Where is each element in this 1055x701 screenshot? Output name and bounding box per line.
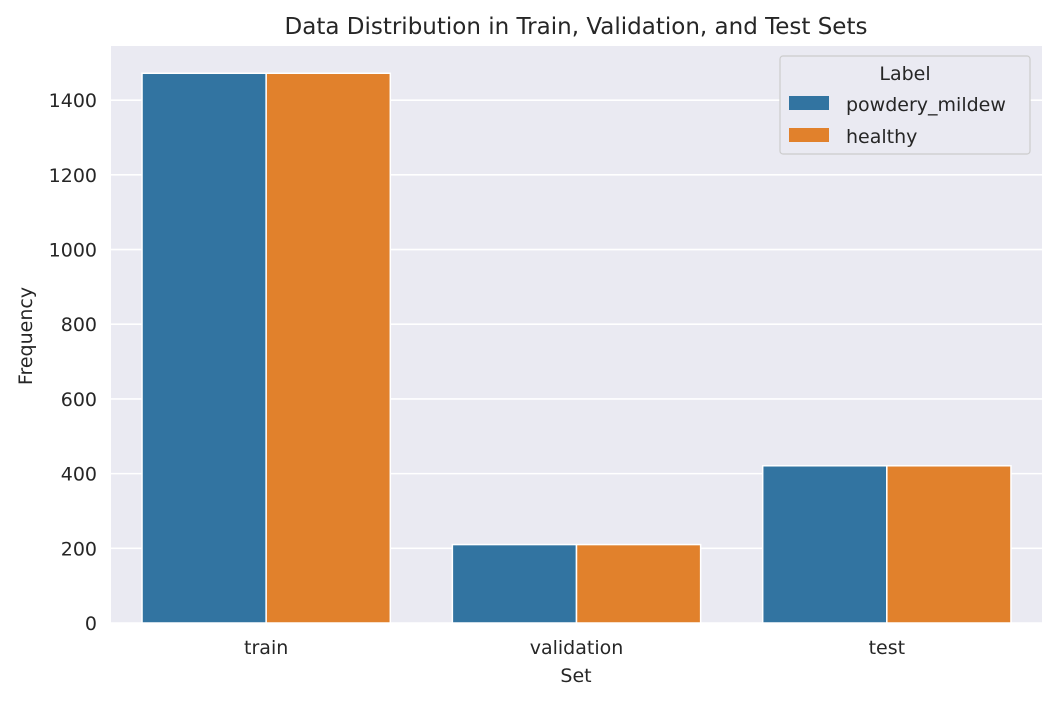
legend-swatch-powdery-mildew [789,96,829,110]
y-tick-label: 1200 [49,165,97,187]
x-tick-label: test [869,637,906,659]
y-tick-labels: 0 200 400 600 800 1000 1200 1400 [49,90,97,635]
y-tick-label: 1400 [49,90,97,112]
y-tick-label: 800 [61,314,97,336]
legend-title: Label [879,63,930,85]
bar-powdery-mildew-train [141,72,267,624]
bar-powdery-mildew-validation [451,543,578,624]
legend-box [779,55,1031,155]
x-tick-label: validation [530,637,624,659]
y-tick-label: 400 [61,464,97,486]
legend-label-powdery-mildew: powdery_mildew [846,94,1006,116]
y-tick-label: 600 [61,389,97,411]
bar-healthy-validation [575,543,702,624]
legend: Label powdery_mildew healthy [779,55,1031,155]
y-axis-label: Frequency [15,287,37,385]
x-axis-label: Set [560,665,591,687]
y-tick-label: 0 [85,613,97,635]
bars [141,72,1012,624]
legend-swatch-healthy [789,128,829,142]
chart-title: Data Distribution in Train, Validation, … [285,14,868,40]
bar-powdery-mildew-test [761,465,888,624]
legend-label-healthy: healthy [846,126,917,148]
x-tick-label: train [244,637,288,659]
bar-healthy-train [265,72,392,624]
x-tick-labels: train validation test [244,637,905,659]
bar-healthy-test [886,465,1012,624]
y-tick-label: 200 [61,538,97,560]
y-tick-label: 1000 [49,240,97,262]
